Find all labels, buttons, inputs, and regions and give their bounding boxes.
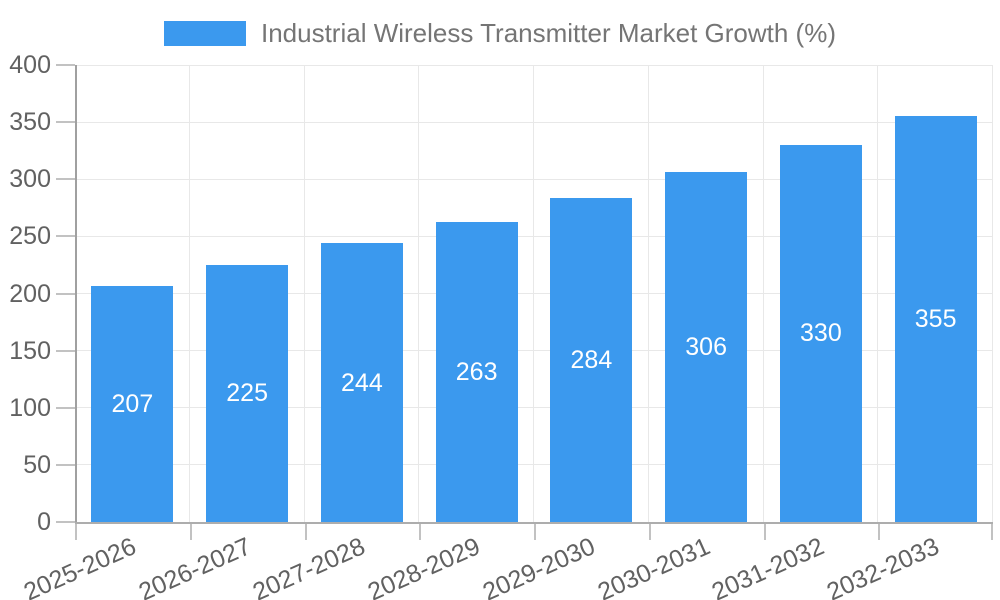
gridline-vertical xyxy=(762,65,764,522)
y-axis-tick xyxy=(56,349,75,352)
y-axis-tick-label: 200 xyxy=(9,279,51,308)
legend-label: Industrial Wireless Transmitter Market G… xyxy=(260,17,836,48)
bar-value-label: 225 xyxy=(226,379,268,408)
y-axis-tick-label: 300 xyxy=(9,165,51,194)
x-axis-category-label: 2032-2033 xyxy=(822,532,944,600)
gridline-vertical xyxy=(188,65,190,522)
bar-2025-2026[interactable]: 207 xyxy=(91,285,174,522)
x-axis-tick xyxy=(878,522,881,540)
x-axis-tick xyxy=(75,522,77,540)
bar-value-label: 355 xyxy=(914,305,957,334)
x-axis-tick xyxy=(763,522,766,540)
y-axis-tick-label: 350 xyxy=(9,108,51,137)
gridline-horizontal xyxy=(75,178,993,180)
bar-value-label: 263 xyxy=(455,357,498,386)
gridline-vertical xyxy=(303,65,305,522)
bar-2029-2030[interactable]: 284 xyxy=(550,197,633,522)
bar-value-label: 207 xyxy=(111,389,154,418)
bar-2030-2031[interactable]: 306 xyxy=(665,172,748,522)
bar-2032-2033[interactable]: 355 xyxy=(894,116,977,522)
x-axis-tick xyxy=(991,522,993,540)
gridline-horizontal xyxy=(75,64,993,66)
y-axis-tick xyxy=(56,463,75,466)
gridline-horizontal xyxy=(75,293,993,294)
y-axis-line xyxy=(75,65,77,522)
x-axis-tick xyxy=(534,522,536,540)
bar-value-label: 330 xyxy=(800,319,842,348)
y-axis-tick xyxy=(56,406,75,409)
y-axis-tick xyxy=(56,121,75,124)
plot-area: 0 50 100 150 200 250 300 350 400 207 225 244 263 284 3… xyxy=(9,52,993,600)
gridline-horizontal xyxy=(75,235,993,237)
x-axis-category-label: 2028-2029 xyxy=(363,532,485,600)
x-axis-category-label: 2030-2031 xyxy=(593,532,714,600)
x-axis-category-label: 2026-2027 xyxy=(134,532,255,600)
y-axis-tick xyxy=(56,178,75,181)
bar-2031-2032[interactable]: 330 xyxy=(779,144,862,522)
bar-2028-2029[interactable]: 263 xyxy=(435,221,518,522)
x-axis-line xyxy=(75,522,993,524)
gridline-horizontal xyxy=(75,350,993,352)
gridline-vertical xyxy=(533,65,534,522)
legend: Industrial Wireless Transmitter Market G… xyxy=(0,17,1000,49)
y-axis-tick-label: 100 xyxy=(9,393,51,422)
x-axis-category-label: 2031-2032 xyxy=(707,532,829,600)
bar-2027-2028[interactable]: 244 xyxy=(320,243,403,522)
y-axis-tick-label: 150 xyxy=(9,336,51,365)
y-axis-tick-label: 400 xyxy=(9,51,51,79)
x-axis-category-label: 2029-2030 xyxy=(478,532,600,600)
bar-value-label: 284 xyxy=(570,345,613,374)
gridline-vertical xyxy=(418,65,420,522)
x-axis-tick xyxy=(189,522,192,540)
y-axis-tick-label: 0 xyxy=(37,508,51,536)
gridline-horizontal xyxy=(75,121,993,123)
x-axis-category-label: 2025-2026 xyxy=(19,532,141,600)
y-axis-tick xyxy=(56,64,75,66)
bar-value-label: 306 xyxy=(685,333,727,362)
x-axis-category-label: 2027-2028 xyxy=(248,532,370,600)
bar-2026-2027[interactable]: 225 xyxy=(206,264,289,522)
gridline-horizontal xyxy=(75,464,993,466)
gridline-vertical xyxy=(647,65,649,522)
y-axis-tick xyxy=(56,235,75,238)
y-axis-tick-label: 250 xyxy=(9,222,51,251)
y-axis-tick-label: 50 xyxy=(23,450,51,479)
bar-value-label: 244 xyxy=(341,368,383,397)
gridline-vertical xyxy=(992,65,993,522)
x-axis-tick xyxy=(419,522,422,540)
y-axis-tick xyxy=(56,292,75,295)
gridline-horizontal xyxy=(75,407,993,409)
legend-swatch xyxy=(163,20,246,46)
x-axis-tick xyxy=(648,522,651,540)
gridline-vertical xyxy=(877,65,879,522)
y-axis-tick xyxy=(56,521,75,523)
x-axis-tick xyxy=(304,522,307,540)
